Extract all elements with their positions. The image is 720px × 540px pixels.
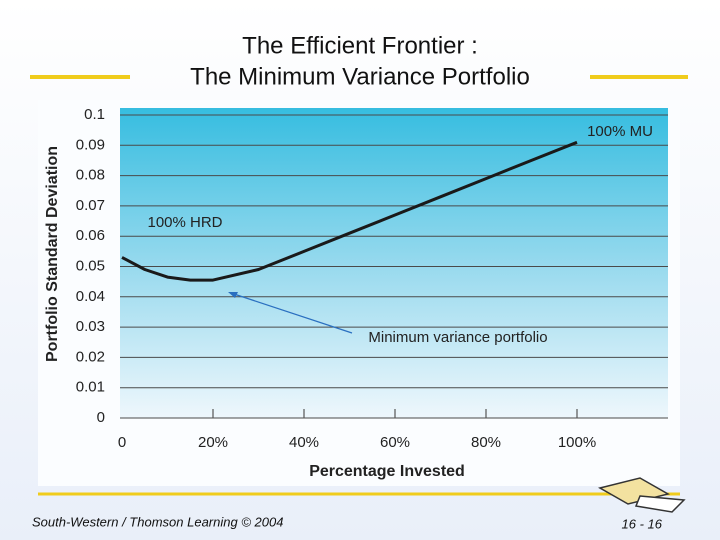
x-tick-label: 80% <box>471 434 501 451</box>
annotation-arrow <box>233 293 353 334</box>
y-tick-label: 0.1 <box>84 106 105 123</box>
footer-source: South-Western / Thomson Learning © 2004 <box>32 514 283 529</box>
frontier-line <box>121 140 578 282</box>
annotation: 100% MU <box>587 123 653 140</box>
x-tick-label: 100% <box>558 434 596 451</box>
page-number: 16 - 16 <box>622 516 663 531</box>
plot-area <box>120 108 668 418</box>
annotation: Minimum variance portfolio <box>368 329 547 346</box>
y-tick-label: 0.01 <box>76 379 105 396</box>
title: The Efficient Frontier : <box>242 32 478 59</box>
subtitle: The Minimum Variance Portfolio <box>190 63 530 90</box>
y-tick-label: 0 <box>97 409 105 426</box>
y-tick-label: 0.06 <box>76 227 105 244</box>
y-tick-label: 0.09 <box>76 136 105 153</box>
y-tick-label: 0.05 <box>76 257 105 274</box>
arrow-head <box>228 292 238 298</box>
x-tick-label: 40% <box>289 434 319 451</box>
icon <box>598 477 686 513</box>
x-tick-label: 20% <box>198 434 228 451</box>
x-tick-label: 0 <box>118 434 126 451</box>
annotation: 100% HRD <box>147 214 222 231</box>
y-tick-label: 0.03 <box>76 318 105 335</box>
y-tick-label: 0.08 <box>76 167 105 184</box>
y-tick-label: 0.02 <box>76 348 105 365</box>
y-axis-label: Portfolio Standard Deviation <box>44 146 61 362</box>
x-tick-label: 60% <box>380 434 410 451</box>
y-tick-label: 0.04 <box>76 288 105 305</box>
x-axis-label: Percentage Invested <box>309 463 465 480</box>
y-tick-label: 0.07 <box>76 197 105 214</box>
